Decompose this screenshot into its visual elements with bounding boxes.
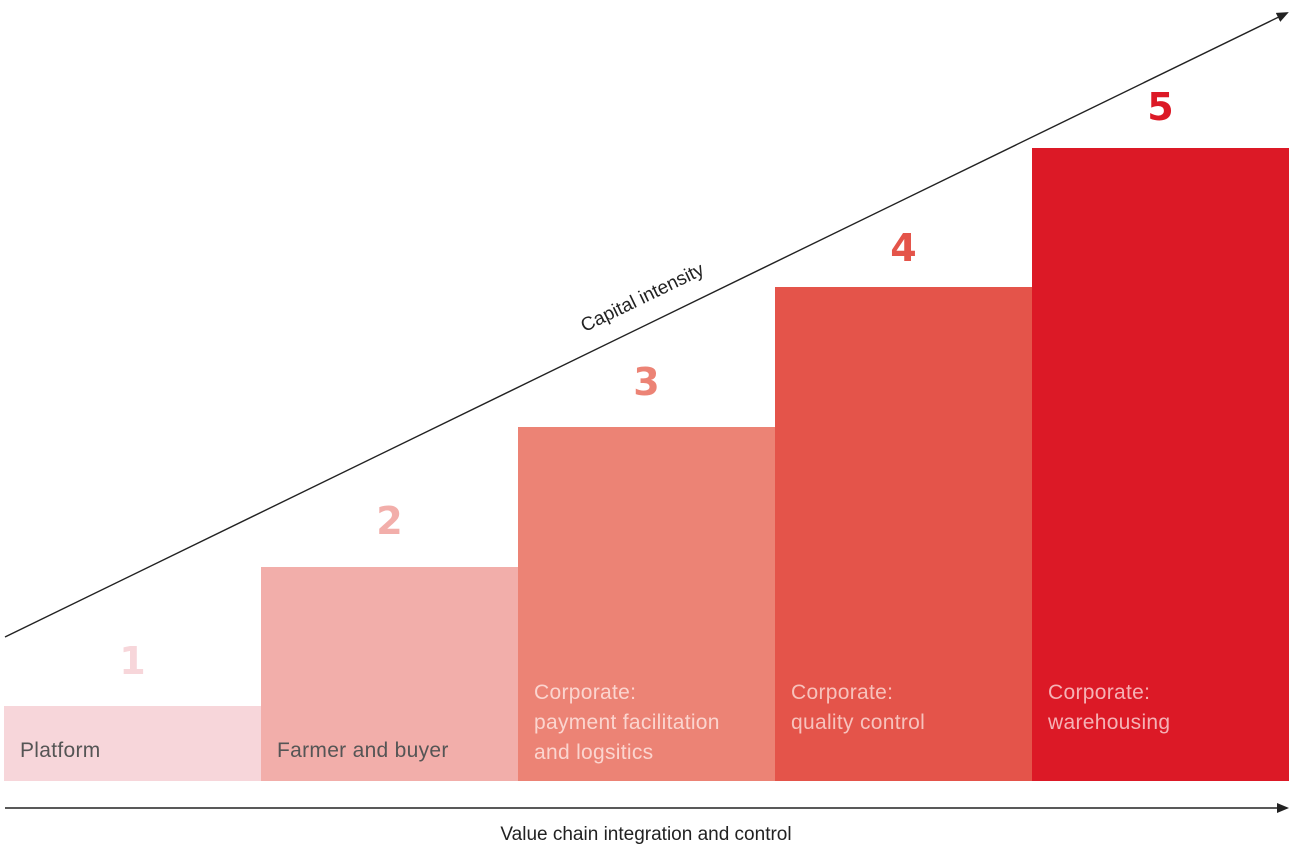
step-bar [261,567,518,781]
step-number: 2 [376,499,402,543]
step-5: 5 Corporate: warehousing [1032,85,1289,781]
step-label: payment facilitation [534,711,720,734]
step-number: 4 [890,226,916,270]
step-label: Corporate: [1048,681,1150,704]
step-label: warehousing [1047,711,1170,734]
step-4: 4 Corporate: quality control [775,226,1032,781]
step-label: Corporate: [791,681,893,704]
capital-intensity-label: Capital intensity [578,259,708,337]
step-label: Farmer and buyer [277,739,449,762]
step-bar [775,287,1032,781]
step-3: 3 Corporate: payment facilitation and logsi… [518,360,775,781]
step-label: Corporate: [534,681,636,704]
step-bar [1032,148,1289,781]
step-bar [518,427,775,781]
capital-intensity-arrow [4,12,1289,638]
value-chain-label: Value chain integration and control [500,824,791,845]
step-label: Platform [20,739,101,762]
step-2: 2 Farmer and buyer [261,499,518,781]
step-bar [4,706,261,781]
step-number: 5 [1147,85,1173,129]
step-label: quality control [791,711,925,734]
step-1: 1 Platform [4,639,261,781]
step-label: and logsitics [534,741,653,764]
step-number: 1 [119,639,145,683]
steps-group: 1 Platform 2 Farmer and buyer 3 Corporate: pay… [4,85,1289,781]
step-number: 3 [633,360,659,404]
